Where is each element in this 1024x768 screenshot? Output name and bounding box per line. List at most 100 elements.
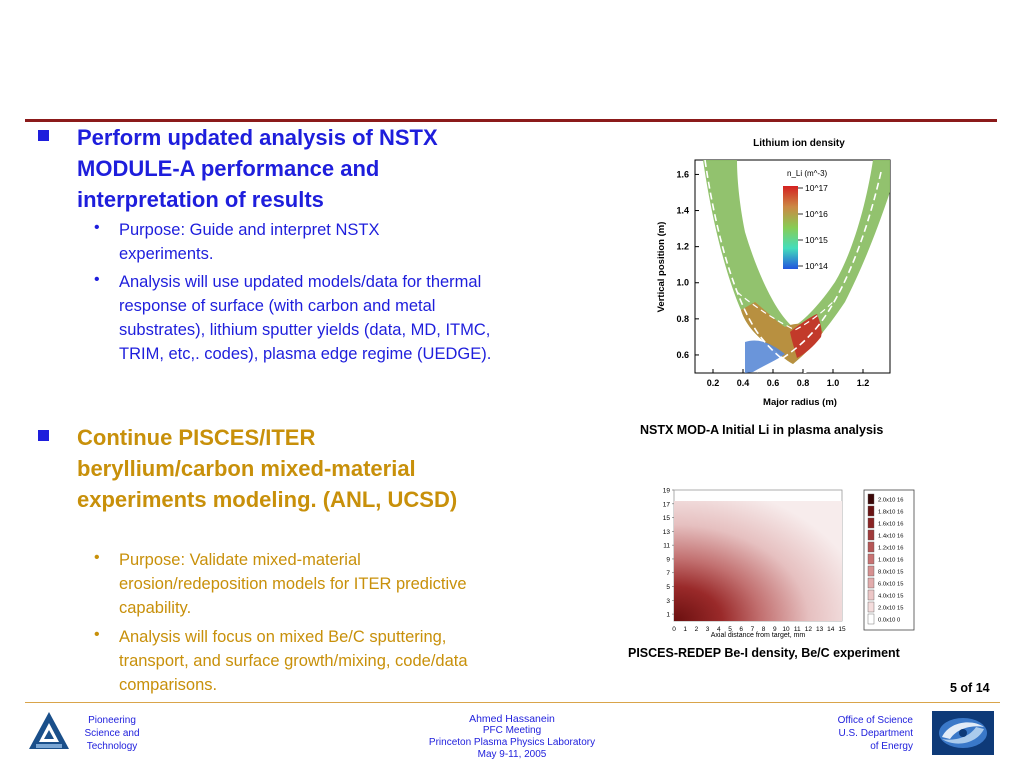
- legend-label: 1.6x10 16: [878, 522, 903, 528]
- legend-swatch: [867, 601, 875, 613]
- y-tick-label: 19: [663, 488, 671, 495]
- x-tick-label: 13: [816, 626, 824, 633]
- legend-swatch: [867, 529, 875, 541]
- y-tick-label: 1.4: [676, 206, 689, 216]
- legend-swatch: [867, 589, 875, 601]
- y-tick-label: 3: [666, 598, 670, 605]
- footer-left-text: Pioneering Science and Technology: [84, 715, 140, 752]
- x-tick-label: 14: [827, 626, 835, 633]
- legend-swatch: [867, 613, 875, 625]
- legend-label: 8.0x10 15: [878, 570, 903, 576]
- legend-label: 1.4x10 16: [878, 534, 903, 540]
- y-tick-label: 0.8: [676, 314, 689, 324]
- y-tick-label: 11: [663, 543, 670, 550]
- argonne-logo-icon: [29, 712, 69, 749]
- bullet-1-sub-2: Analysis will use updated models/data fo…: [119, 273, 492, 363]
- colorbar: [783, 186, 798, 269]
- header-rule: [25, 119, 997, 122]
- legend-label: 1.8x10 16: [878, 510, 903, 516]
- x-tick-label: 12: [805, 626, 813, 633]
- x-tick-label: 1: [683, 626, 687, 633]
- chart-1-caption: NSTX MOD-A Initial Li in plasma analysis: [640, 423, 884, 437]
- legend-label: 2.0x10 15: [878, 606, 903, 612]
- x-axis-label: Major radius (m): [763, 397, 837, 408]
- x-axis-ticks: 0.2 0.4 0.6 0.8 1.0 1.2: [707, 369, 869, 388]
- x-tick-label: 15: [838, 626, 846, 633]
- sub-bullet-dot-icon: •: [94, 271, 100, 288]
- sub-bullet-dot-icon: •: [94, 219, 100, 236]
- x-tick-label: 7: [751, 626, 755, 633]
- x-tick-label: 0.6: [767, 378, 780, 388]
- x-axis-ticks: 0 1 2 3 4 5 6 7 8 9 10 11 12 13 14 15: [672, 626, 846, 633]
- legend-swatch: [867, 517, 875, 529]
- density-plume: [674, 501, 842, 621]
- legend-swatch: [867, 577, 875, 589]
- y-tick-label: 1.2: [676, 242, 689, 252]
- y-tick-label: 1.0: [676, 278, 689, 288]
- colorbar-tick-label: 10^17: [805, 183, 828, 193]
- footer-right-text: Office of Science U.S. Department of Ene…: [837, 715, 913, 752]
- x-axis-label: Axial distance from target, mm: [711, 632, 806, 639]
- legend-label: 1.0x10 16: [878, 558, 903, 564]
- x-tick-label: 6: [739, 626, 743, 633]
- y-tick-label: 5: [666, 584, 670, 591]
- y-tick-label: 0.6: [676, 350, 689, 360]
- y-tick-label: 9: [666, 556, 670, 563]
- footer-rule: [25, 702, 1000, 703]
- density-field: [703, 160, 890, 373]
- x-tick-label: 5: [728, 626, 732, 633]
- x-tick-label: 9: [773, 626, 777, 633]
- bullet-square-icon: [38, 127, 49, 141]
- x-tick-label: 0.8: [797, 378, 810, 388]
- legend-label: 6.0x10 15: [878, 582, 903, 588]
- sub-bullet-dot-icon: •: [94, 549, 100, 566]
- y-tick-label: 17: [663, 501, 671, 508]
- y-tick-label: 15: [663, 515, 671, 522]
- colorbar-tick-label: 10^14: [805, 261, 828, 271]
- x-tick-label: 10: [782, 626, 790, 633]
- legend-label: 4.0x10 15: [878, 594, 903, 600]
- chart-title: Lithium ion density: [753, 138, 845, 149]
- sub-bullet-dot-icon: •: [94, 626, 100, 643]
- x-tick-label: 2: [695, 626, 699, 633]
- x-tick-label: 0.4: [737, 378, 750, 388]
- footer-center-text: Ahmed Hassanein PFC Meeting Princeton Pl…: [428, 713, 596, 760]
- legend-swatch: [867, 553, 875, 565]
- bullet-1-heading: Perform updated analysis of NSTX MODULE-…: [77, 125, 438, 212]
- colorbar-tick-label: 10^15: [805, 235, 828, 245]
- y-tick-label: 7: [666, 570, 670, 577]
- bullet-square-icon: [38, 427, 49, 441]
- page-number: 5 of 14: [950, 681, 990, 695]
- legend-label: 0.0x10 0: [878, 618, 900, 624]
- y-tick-label: 13: [663, 529, 671, 536]
- x-tick-label: 0: [672, 626, 676, 633]
- colorbar-ticks: 10^17 10^16 10^15 10^14: [798, 183, 828, 271]
- legend-label: 1.2x10 16: [878, 546, 903, 552]
- doe-logo-icon: [932, 711, 994, 755]
- chart-2-caption: PISCES-REDEP Be-I density, Be/C experime…: [628, 646, 900, 660]
- legend-levels: 2.0x10 16 1.8x10 16 1.6x10 16 1.4x10 16 1.2x…: [867, 493, 903, 625]
- x-tick-label: 1.0: [827, 378, 840, 388]
- lithium-density-chart: Lithium ion density n_Li (m^-3) 10^1710^…: [656, 138, 891, 408]
- legend-swatch: [867, 541, 875, 553]
- colorbar-label: n_Li (m^-3): [787, 169, 828, 178]
- y-axis-ticks: 0.6 0.8 1.0 1.2 1.4 1.6: [676, 169, 699, 360]
- y-axis-label: Vertical position (m): [656, 222, 667, 313]
- x-tick-label: 4: [717, 626, 721, 633]
- legend-label: 2.0x10 16: [878, 498, 903, 504]
- bullet-1-sub-1: Purpose: Guide and interpret NSTX experi…: [119, 221, 380, 263]
- colorbar-tick-label: 10^16: [805, 209, 828, 219]
- legend-swatch: [867, 493, 875, 505]
- bullet-2-sub-1: Purpose: Validate mixed-material erosion…: [119, 551, 467, 617]
- y-tick-label: 1.6: [676, 169, 689, 179]
- x-tick-label: 8: [762, 626, 766, 633]
- legend-swatch: [867, 505, 875, 517]
- x-tick-label: 0.2: [707, 378, 720, 388]
- x-tick-label: 3: [706, 626, 710, 633]
- bullet-2-heading: Continue PISCES/ITER beryllium/carbon mi…: [77, 425, 458, 512]
- bullet-2-sub-2: Analysis will focus on mixed Be/C sputte…: [119, 628, 468, 694]
- y-tick-label: 1: [666, 612, 670, 619]
- legend-swatch: [867, 565, 875, 577]
